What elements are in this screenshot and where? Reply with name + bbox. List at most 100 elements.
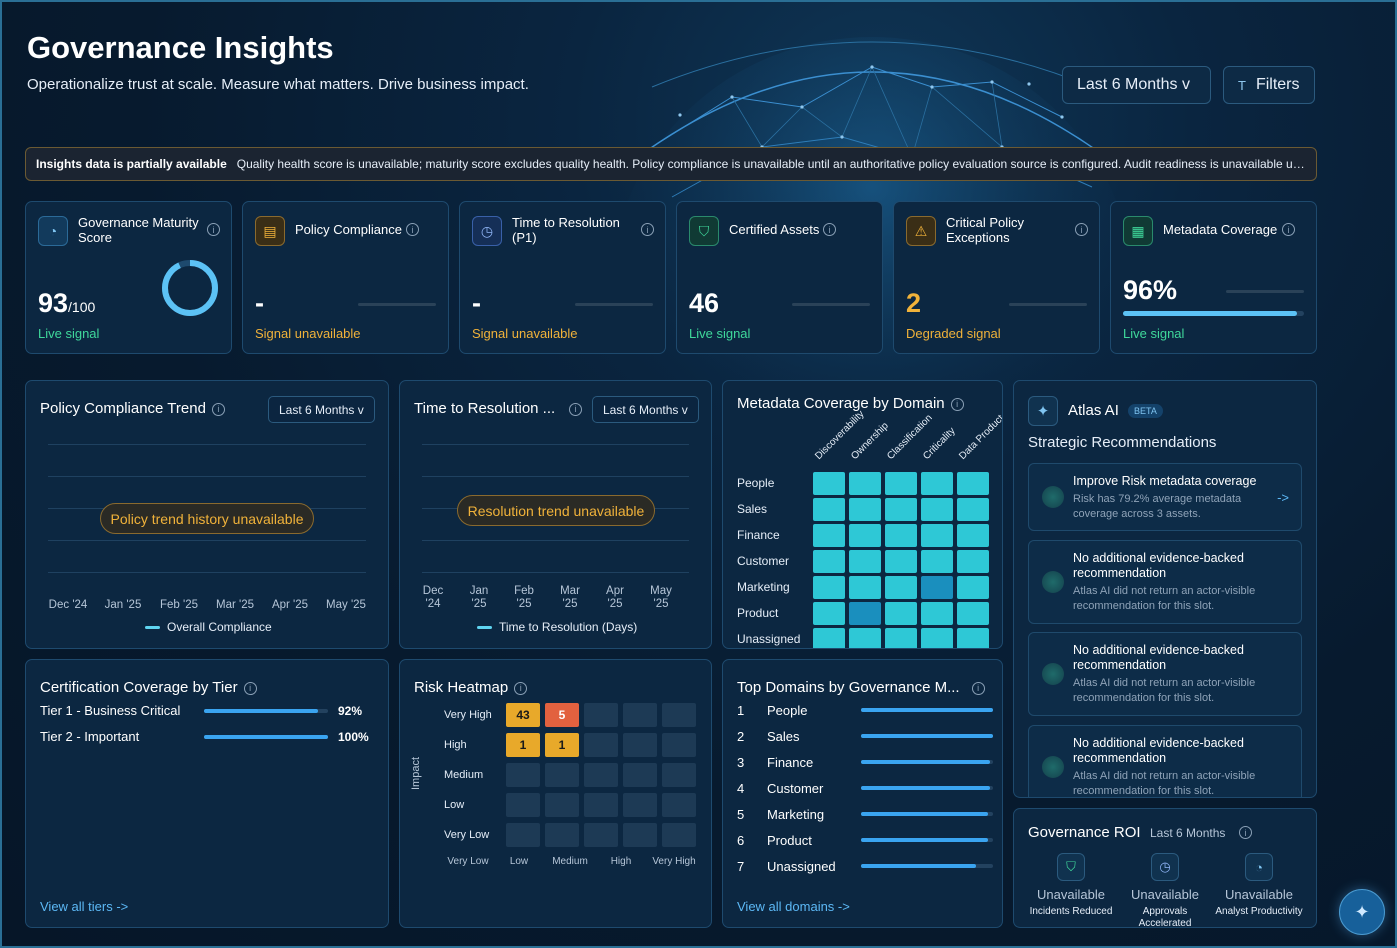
recommendation-card[interactable]: Improve Risk metadata coverage Risk has …: [1028, 463, 1302, 531]
risk-cell[interactable]: [662, 823, 696, 847]
atlas-assistant-button[interactable]: ✦: [1339, 889, 1385, 935]
risk-cell[interactable]: [584, 733, 618, 757]
info-icon[interactable]: i: [211, 402, 225, 416]
domain-row[interactable]: 1 People: [737, 703, 807, 718]
info-icon[interactable]: i: [207, 223, 220, 236]
info-icon[interactable]: i: [406, 223, 419, 236]
coverage-cell[interactable]: [813, 550, 845, 573]
domain-row[interactable]: 6 Product: [737, 833, 812, 848]
resolution-range-dropdown[interactable]: Last 6 Months v: [592, 396, 699, 423]
risk-cell[interactable]: [623, 823, 657, 847]
coverage-cell[interactable]: [921, 472, 953, 495]
coverage-cell[interactable]: [921, 524, 953, 547]
coverage-cell[interactable]: [957, 472, 989, 495]
risk-cell[interactable]: [662, 703, 696, 727]
coverage-cell[interactable]: [957, 498, 989, 521]
coverage-cell[interactable]: [849, 550, 881, 573]
coverage-cell[interactable]: [921, 602, 953, 625]
coverage-cell[interactable]: [921, 498, 953, 521]
kpi-card-certified-assets[interactable]: ⛉ Certified Assets i 46 Live signal: [676, 201, 883, 354]
kpi-card-time-to-resolution[interactable]: ◷ Time to Resolution (P1) i - Signal una…: [459, 201, 666, 354]
risk-cell[interactable]: [662, 793, 696, 817]
filters-button[interactable]: T Filters: [1223, 66, 1315, 104]
risk-cell[interactable]: [584, 763, 618, 787]
risk-cell[interactable]: [545, 763, 579, 787]
risk-cell[interactable]: [506, 793, 540, 817]
risk-cell[interactable]: [584, 823, 618, 847]
coverage-cell[interactable]: [813, 524, 845, 547]
domain-row[interactable]: 2 Sales: [737, 729, 800, 744]
coverage-cell[interactable]: [849, 602, 881, 625]
risk-cell[interactable]: [623, 703, 657, 727]
coverage-cell[interactable]: [885, 498, 917, 521]
coverage-cell[interactable]: [957, 628, 989, 648]
info-icon[interactable]: i: [1239, 826, 1252, 839]
domain-row[interactable]: 4 Customer: [737, 781, 823, 796]
coverage-cell[interactable]: [885, 550, 917, 573]
domain-row[interactable]: 5 Marketing: [737, 807, 824, 822]
coverage-cell[interactable]: [813, 576, 845, 599]
info-icon[interactable]: i: [1282, 223, 1295, 236]
coverage-cell[interactable]: [885, 472, 917, 495]
coverage-cell[interactable]: [813, 472, 845, 495]
coverage-cell[interactable]: [921, 628, 953, 648]
coverage-cell[interactable]: [849, 524, 881, 547]
coverage-cell[interactable]: [885, 576, 917, 599]
shield-check-icon: ⛉: [689, 216, 719, 246]
coverage-cell[interactable]: [813, 602, 845, 625]
risk-cell[interactable]: [506, 763, 540, 787]
info-icon[interactable]: i: [971, 681, 985, 695]
risk-cell[interactable]: [623, 793, 657, 817]
risk-cell[interactable]: [506, 823, 540, 847]
domain-row[interactable]: 3 Finance: [737, 755, 813, 770]
domain-row[interactable]: 7 Unassigned: [737, 859, 836, 874]
info-icon[interactable]: i: [569, 402, 583, 416]
risk-cell[interactable]: [545, 793, 579, 817]
policy-trend-range-dropdown[interactable]: Last 6 Months v: [268, 396, 375, 423]
recommendation-card[interactable]: No additional evidence-backed recommenda…: [1028, 632, 1302, 716]
coverage-cell[interactable]: [957, 576, 989, 599]
risk-cell[interactable]: [584, 703, 618, 727]
coverage-cell[interactable]: [885, 602, 917, 625]
info-icon[interactable]: i: [641, 223, 654, 236]
view-all-domains-link[interactable]: View all domains ->: [737, 899, 850, 914]
info-icon[interactable]: i: [1075, 223, 1088, 236]
coverage-cell[interactable]: [921, 550, 953, 573]
coverage-cell[interactable]: [849, 498, 881, 521]
coverage-cell[interactable]: [957, 524, 989, 547]
risk-cell[interactable]: 5: [545, 703, 579, 727]
coverage-cell[interactable]: [921, 576, 953, 599]
kpi-card-maturity[interactable]: ◔ Governance Maturity Score i 93/100 Liv…: [25, 201, 232, 354]
coverage-cell[interactable]: [957, 602, 989, 625]
kpi-card-policy-compliance[interactable]: ▤ Policy Compliance i - Signal unavailab…: [242, 201, 449, 354]
coverage-cell[interactable]: [813, 498, 845, 521]
risk-cell[interactable]: [662, 733, 696, 757]
arrow-right-icon[interactable]: ->: [1277, 490, 1289, 505]
coverage-cell[interactable]: [885, 524, 917, 547]
recommendation-card[interactable]: No additional evidence-backed recommenda…: [1028, 725, 1302, 797]
risk-cell[interactable]: [584, 793, 618, 817]
kpi-card-metadata-coverage[interactable]: ▦ Metadata Coverage i 96% Live signal: [1110, 201, 1317, 354]
risk-cell[interactable]: 1: [545, 733, 579, 757]
recommendation-card[interactable]: No additional evidence-backed recommenda…: [1028, 540, 1302, 624]
coverage-cell[interactable]: [849, 628, 881, 648]
info-icon[interactable]: i: [823, 223, 836, 236]
risk-cell[interactable]: 43: [506, 703, 540, 727]
risk-cell[interactable]: [545, 823, 579, 847]
info-icon[interactable]: i: [950, 397, 964, 411]
row-label: Medium: [444, 769, 484, 781]
coverage-cell[interactable]: [813, 628, 845, 648]
view-all-tiers-link[interactable]: View all tiers ->: [40, 899, 129, 914]
risk-cell[interactable]: [662, 763, 696, 787]
risk-cell[interactable]: [623, 763, 657, 787]
risk-cell[interactable]: 1: [506, 733, 540, 757]
coverage-cell[interactable]: [885, 628, 917, 648]
coverage-cell[interactable]: [957, 550, 989, 573]
coverage-cell[interactable]: [849, 472, 881, 495]
kpi-card-critical-exceptions[interactable]: ⚠ Critical Policy Exceptions i 2 Degrade…: [893, 201, 1100, 354]
risk-cell[interactable]: [623, 733, 657, 757]
info-icon[interactable]: i: [514, 681, 528, 695]
info-icon[interactable]: i: [243, 681, 257, 695]
time-range-dropdown[interactable]: Last 6 Months v: [1062, 66, 1211, 104]
coverage-cell[interactable]: [849, 576, 881, 599]
